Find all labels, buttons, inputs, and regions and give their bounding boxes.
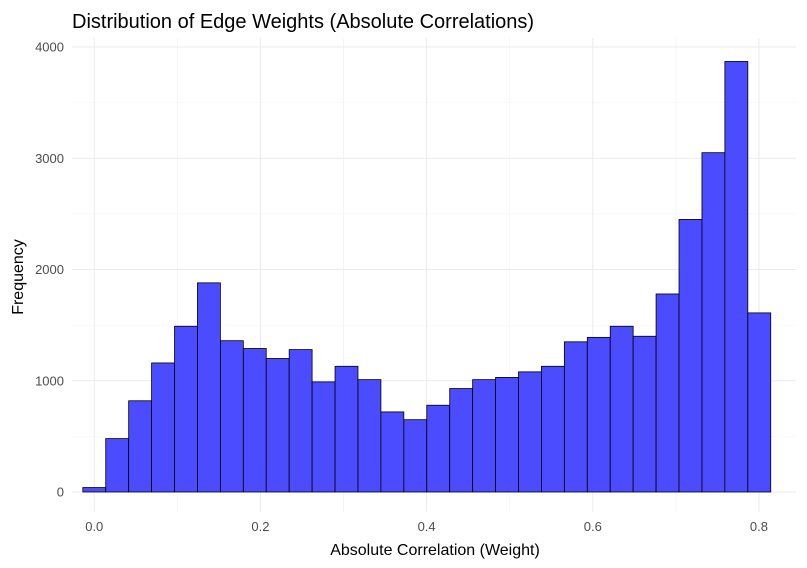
histogram-bar: [426, 404, 451, 493]
x-tick-label: 0.4: [418, 519, 436, 534]
y-axis-title: Frequency: [10, 239, 27, 315]
chart-title: Distribution of Edge Weights (Absolute C…: [72, 11, 534, 33]
histogram-bar: [632, 335, 657, 493]
histogram-bar: [586, 336, 611, 493]
histogram-bar: [701, 152, 726, 493]
histogram-bar: [334, 365, 359, 493]
x-tick-label: 0.0: [85, 519, 103, 534]
histogram-bar: [242, 348, 267, 493]
x-tick-label: 0.6: [584, 519, 602, 534]
histogram-bar: [403, 419, 428, 493]
x-tick-label: 0.2: [251, 519, 269, 534]
histogram-bar: [219, 340, 244, 493]
y-tick-label: 0: [57, 485, 64, 500]
y-axis-ticks: 0 1000 2000 3000 4000: [35, 40, 64, 500]
x-tick-label: 0.8: [750, 519, 768, 534]
histogram-bar: [197, 282, 221, 493]
histogram-bar: [747, 312, 772, 493]
histogram-bar: [82, 487, 107, 493]
histogram-bar: [265, 358, 290, 493]
histogram-bar: [541, 365, 565, 493]
histogram-bar: [563, 341, 588, 493]
histogram-bar: [449, 388, 474, 493]
histogram-bar: [151, 362, 175, 493]
histogram-bar: [678, 219, 703, 493]
histogram-bar: [105, 438, 130, 493]
y-tick-label: 4000: [35, 40, 64, 55]
histogram-bar: [724, 61, 749, 493]
y-tick-label: 2000: [35, 262, 64, 277]
histogram-bar: [655, 293, 680, 493]
x-axis-ticks: 0.0 0.2 0.4 0.6 0.8: [85, 519, 768, 534]
histogram-bar: [311, 381, 336, 493]
histogram-bar: [288, 349, 313, 493]
histogram-bar: [357, 379, 382, 493]
histogram-bar: [380, 411, 405, 493]
histogram-bar: [128, 400, 152, 493]
histogram-bars: [82, 61, 772, 493]
histogram-bar: [495, 377, 519, 493]
y-tick-label: 3000: [35, 151, 64, 166]
histogram-bar: [174, 325, 198, 493]
histogram-bar: [609, 325, 634, 493]
y-tick-label: 1000: [35, 373, 64, 388]
histogram-bar: [518, 371, 542, 493]
histogram-bar: [472, 379, 496, 493]
x-axis-title: Absolute Correlation (Weight): [330, 542, 540, 559]
